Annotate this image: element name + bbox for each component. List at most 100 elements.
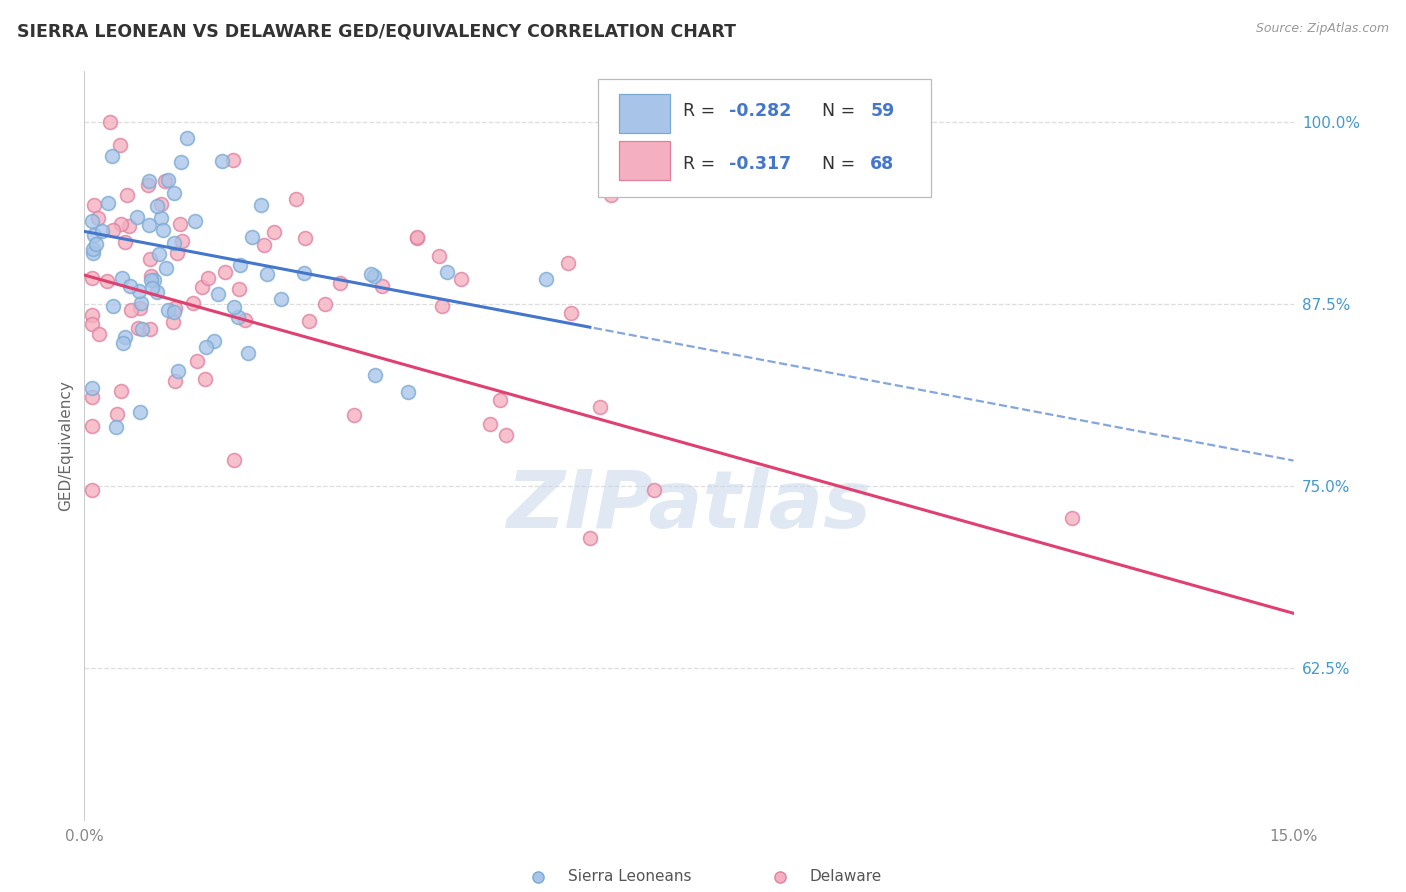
Text: SIERRA LEONEAN VS DELAWARE GED/EQUIVALENCY CORRELATION CHART: SIERRA LEONEAN VS DELAWARE GED/EQUIVALEN… [17,22,735,40]
Point [162,315,184,329]
Point [97,196,120,211]
Point [405,230,427,244]
Point [557,255,579,269]
Point [105,407,128,421]
Point [329,277,352,291]
Point [82,317,104,331]
Point [163,186,186,201]
Text: 59: 59 [870,103,894,120]
Point [194,372,217,386]
Point [136,178,159,192]
Point [148,247,170,261]
Point [427,249,450,263]
Point [253,237,276,252]
Point [82,245,104,260]
Point [143,273,166,287]
Point [163,375,186,389]
Point [138,219,160,233]
Point [236,345,259,359]
Point [146,285,169,299]
Point [207,287,229,301]
Point [202,334,225,349]
Point [233,313,256,327]
Point [139,273,162,287]
Point [478,417,501,431]
Bar [619,94,669,133]
Point [128,284,150,298]
Point [118,219,141,233]
Point [163,301,186,316]
Point [228,282,250,296]
Point [229,258,252,272]
Text: ZIPatlas: ZIPatlas [506,467,872,545]
Point [450,272,472,286]
Point [127,321,149,335]
Point [89,326,111,341]
Point [396,385,419,400]
Point [184,214,207,228]
Point [112,335,135,350]
Point [405,230,427,244]
Point [589,400,612,414]
Point [211,154,233,169]
Point [86,211,108,225]
Point [146,199,169,213]
Point [139,252,162,267]
Point [118,279,141,293]
Point [82,308,104,322]
Point [84,237,107,252]
Point [149,211,172,225]
Point [169,217,191,231]
Point [226,310,249,325]
Point [342,408,364,422]
Point [138,321,160,335]
Point [141,280,163,294]
Point [157,173,180,187]
Point [110,384,132,398]
Point [579,531,602,545]
Point [214,265,236,279]
Text: R =: R = [683,154,721,172]
Text: R =: R = [683,103,721,120]
Point [90,224,112,238]
Point [263,225,285,239]
Point [169,155,191,169]
Point [190,279,212,293]
Point [432,299,454,313]
Point [298,314,321,328]
Point [114,330,136,344]
Point [111,270,134,285]
Text: Sierra Leoneans: Sierra Leoneans [568,870,692,884]
Point [371,278,394,293]
Point [129,405,152,419]
Point [82,419,104,434]
Point [240,229,263,244]
Point [101,149,124,163]
Y-axis label: GED/Equivalency: GED/Equivalency [58,381,73,511]
Point [120,303,142,318]
Text: Source: ZipAtlas.com: Source: ZipAtlas.com [1256,22,1389,36]
Point [186,354,208,368]
Point [82,271,104,285]
Text: N =: N = [823,154,860,172]
Point [270,292,292,306]
Point [96,274,118,288]
Point [560,305,582,319]
Point [360,267,382,281]
Point [82,483,104,497]
Point [256,268,278,282]
Point [292,266,315,280]
Point [155,174,177,188]
Text: -0.282: -0.282 [728,103,792,120]
Point [170,234,193,248]
Text: -0.317: -0.317 [728,154,792,172]
Text: N =: N = [823,103,860,120]
Point [82,242,104,256]
Point [129,296,152,310]
Point [224,452,246,467]
Bar [619,141,669,180]
Point [152,222,174,236]
Point [285,193,308,207]
Point [197,271,219,285]
Point [250,198,273,212]
